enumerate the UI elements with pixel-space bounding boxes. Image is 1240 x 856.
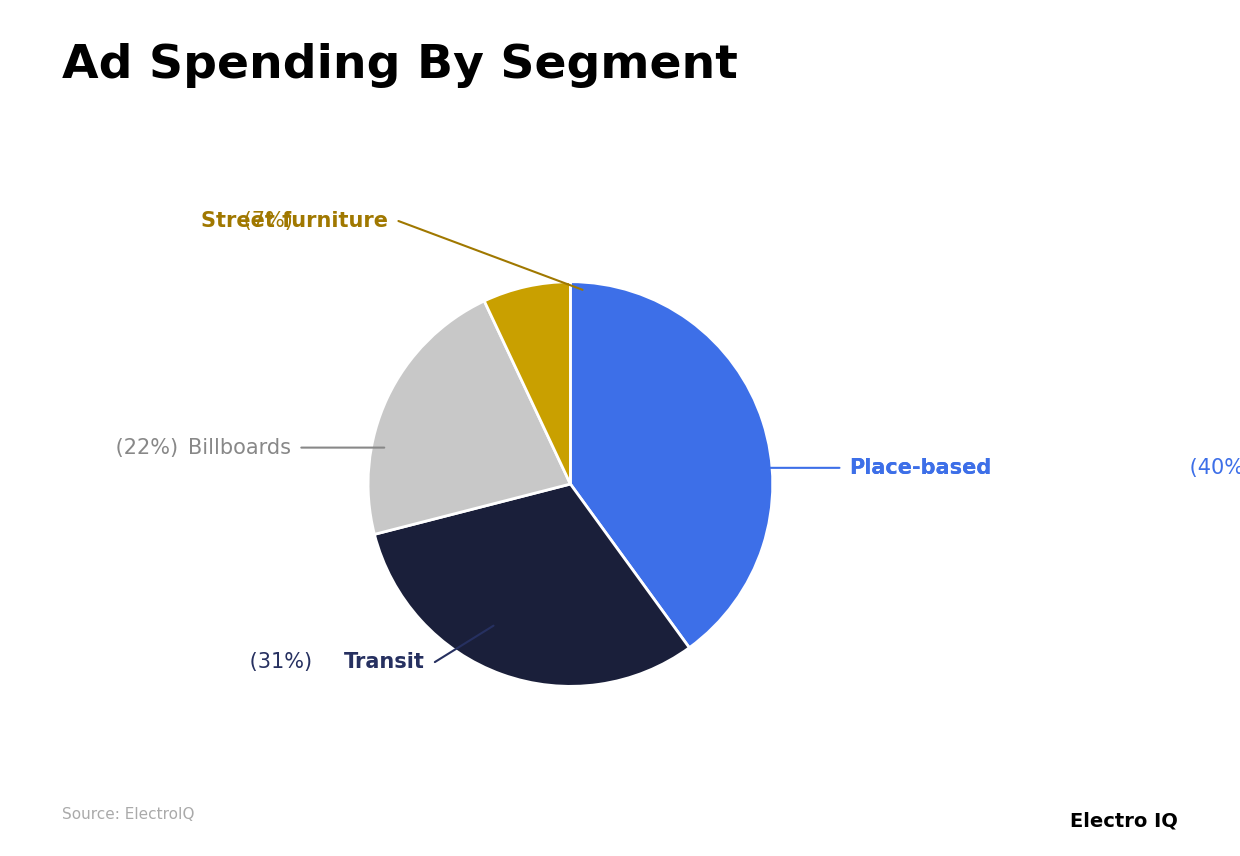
Text: Ad Spending By Segment: Ad Spending By Segment bbox=[62, 43, 738, 88]
Wedge shape bbox=[570, 282, 773, 648]
Text: (22%): (22%) bbox=[109, 437, 179, 458]
Text: Place-based: Place-based bbox=[849, 458, 992, 478]
Text: (7%): (7%) bbox=[237, 211, 293, 231]
Text: Source: ElectroIQ: Source: ElectroIQ bbox=[62, 806, 195, 822]
Text: Place-based (40%): Place-based (40%) bbox=[849, 458, 1045, 478]
Wedge shape bbox=[485, 282, 570, 484]
Text: Street furniture: Street furniture bbox=[201, 211, 388, 231]
Text: Billboards: Billboards bbox=[188, 437, 291, 458]
Text: (31%): (31%) bbox=[243, 652, 311, 672]
Wedge shape bbox=[368, 301, 570, 534]
Text: Transit: Transit bbox=[343, 652, 425, 672]
Wedge shape bbox=[374, 484, 689, 687]
Text: Electro IQ: Electro IQ bbox=[1070, 811, 1178, 830]
Text: Place-based: Place-based bbox=[849, 458, 992, 478]
Text: (40%): (40%) bbox=[1183, 458, 1240, 478]
